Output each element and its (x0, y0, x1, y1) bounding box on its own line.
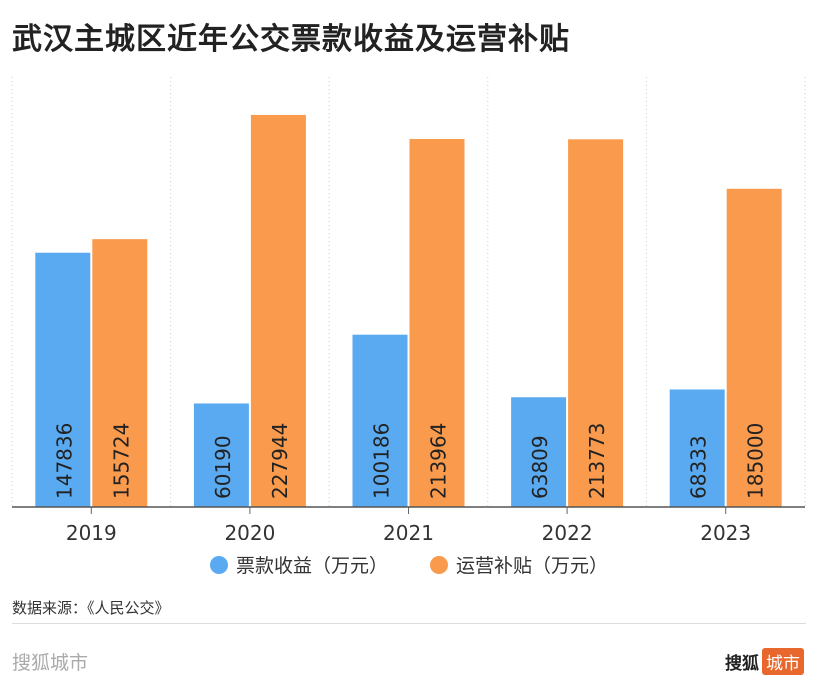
bar (726, 188, 782, 508)
x-tick-label: 2023 (700, 521, 751, 540)
chart-title: 武汉主城区近年公交票款收益及运营补贴 (12, 22, 570, 57)
data-source: 数据来源：《人民公交》 (12, 599, 170, 617)
legend-label: 票款收益（万元） (235, 555, 388, 577)
brand-text: 搜狐城市 (12, 652, 89, 674)
bar (35, 252, 91, 507)
data-label: 68333 (687, 435, 711, 499)
bar (92, 239, 148, 507)
legend-label: 运营补贴（万元） (456, 555, 609, 577)
data-label: 213964 (427, 423, 451, 499)
bar (568, 139, 624, 508)
bar (511, 397, 567, 507)
data-label: 213773 (585, 423, 609, 499)
data-label: 227944 (268, 423, 292, 499)
data-label: 185000 (744, 423, 768, 499)
bar (669, 389, 725, 507)
x-tick-label: 2022 (542, 521, 593, 540)
data-label: 60190 (211, 435, 235, 499)
data-label: 155724 (109, 423, 133, 499)
x-tick-label: 2020 (224, 521, 275, 540)
legend-item-subsidy: 运营补贴（万元） (430, 551, 608, 578)
data-label: 147836 (52, 423, 76, 499)
bar (352, 334, 408, 507)
legend: 票款收益（万元） 运营补贴（万元） (0, 551, 818, 578)
bar (193, 403, 249, 507)
logo-tag: 城市 (762, 648, 804, 675)
x-tick-label: 2021 (383, 521, 434, 540)
legend-dot-icon (430, 555, 448, 574)
divider (12, 623, 806, 624)
data-label: 100186 (370, 423, 394, 499)
bar-chart: 147836 155724 2019 60190 227944 2020 100186 213… (11, 77, 806, 540)
data-label: 63809 (528, 435, 552, 499)
x-tick-label: 2019 (66, 521, 117, 540)
bar (250, 114, 306, 508)
legend-item-fare: 票款收益（万元） (209, 551, 388, 578)
bar (409, 138, 465, 507)
legend-dot-icon (209, 555, 228, 574)
logo-text: 搜狐 (725, 654, 759, 674)
sohu-logo: 搜狐 城市 (725, 648, 804, 675)
